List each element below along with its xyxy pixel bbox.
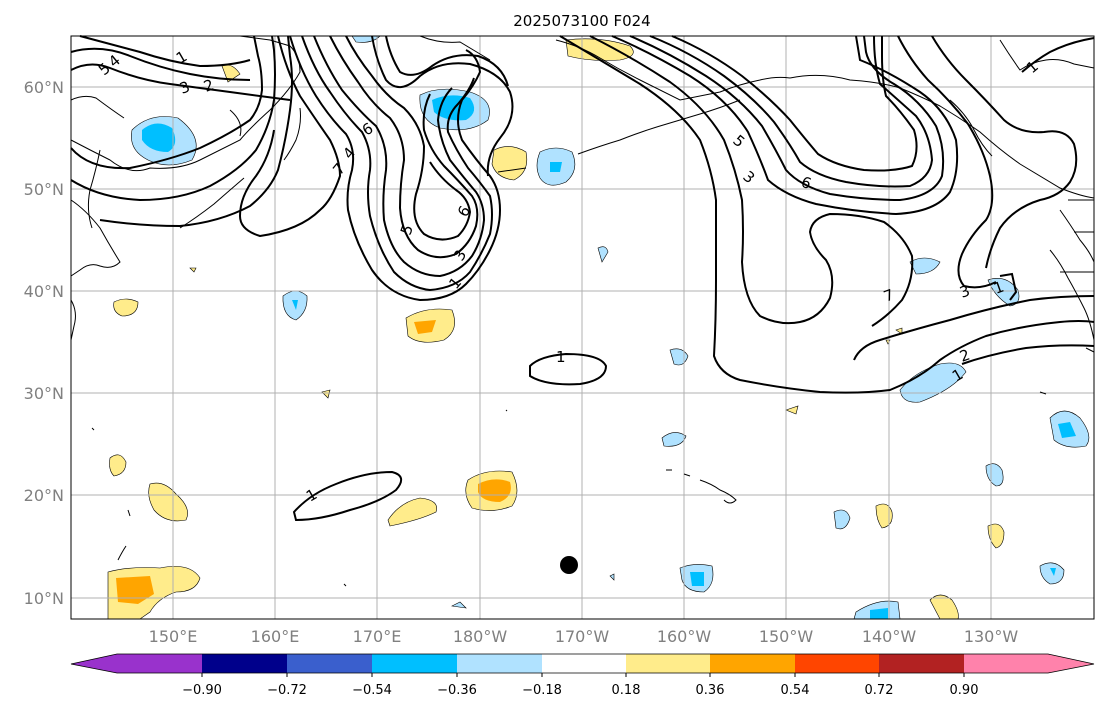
contour-lines xyxy=(70,35,1095,522)
colorbar-outline xyxy=(70,653,1095,674)
lat-label: 20°N xyxy=(24,486,64,505)
colorbar-segment xyxy=(710,654,795,673)
colorbar-tick-label: 0.18 xyxy=(612,683,641,698)
colorbar-segment xyxy=(795,654,879,673)
lon-label: 170°W xyxy=(555,627,610,646)
latitude-labels: 60°N 50°N 40°N 30°N 20°N 10°N xyxy=(24,78,64,608)
colorbar-tick-label: 0.90 xyxy=(950,683,979,698)
map-frame xyxy=(70,35,1095,620)
coastlines xyxy=(70,35,1095,587)
colorbar-segment xyxy=(964,654,1094,673)
lat-label: 40°N xyxy=(24,282,64,301)
map-area: 5 4 1 3 2 6 7 4 6 5 3 1 6 5 3 7 3 1 1 1 … xyxy=(70,35,1095,620)
positive-shading xyxy=(107,38,1005,620)
colorbar-segment xyxy=(71,654,202,673)
colorbar-tick-label: −0.36 xyxy=(437,683,477,698)
colorbar-tick-label: −0.18 xyxy=(522,683,562,698)
colorbar-tick-label: 0.54 xyxy=(781,683,810,698)
lat-label: 60°N xyxy=(24,78,64,97)
colorbar-tick-label: −0.54 xyxy=(352,683,392,698)
colorbar-tick-label: 0.36 xyxy=(696,683,725,698)
lon-label: 180°W xyxy=(453,627,508,646)
colorbar: −0.90 −0.72 −0.54 −0.36 −0.18 0.18 0.36 … xyxy=(70,653,1095,698)
lat-label: 10°N xyxy=(24,589,64,608)
lon-label: 160°E xyxy=(251,627,300,646)
colorbar-segment xyxy=(287,654,372,673)
contour-label: 1 xyxy=(556,348,566,366)
colorbar-segment xyxy=(879,654,964,673)
lon-label: 150°W xyxy=(759,627,814,646)
lon-label: 130°W xyxy=(964,627,1019,646)
colorbar-segment xyxy=(202,654,287,673)
colorbar-tick-label: 0.72 xyxy=(865,683,894,698)
graticule xyxy=(71,36,1094,619)
lat-label: 30°N xyxy=(24,384,64,403)
lon-label: 140°W xyxy=(862,627,917,646)
location-marker xyxy=(560,556,578,574)
colorbar-segment xyxy=(542,654,626,673)
colorbar-tick-label: −0.72 xyxy=(267,683,307,698)
colorbar-segment xyxy=(626,654,710,673)
lon-label: 150°E xyxy=(149,627,198,646)
colorbar-tick-label: −0.90 xyxy=(182,683,222,698)
colorbar-segment xyxy=(372,654,457,673)
longitude-labels: 150°E 160°E 170°E 180°W 170°W 160°W 150°… xyxy=(149,627,1019,646)
lat-label: 50°N xyxy=(24,180,64,199)
lon-label: 160°W xyxy=(657,627,712,646)
map-title: 2025073100 F024 xyxy=(513,12,650,30)
lon-label: 170°E xyxy=(353,627,402,646)
colorbar-segment xyxy=(457,654,542,673)
